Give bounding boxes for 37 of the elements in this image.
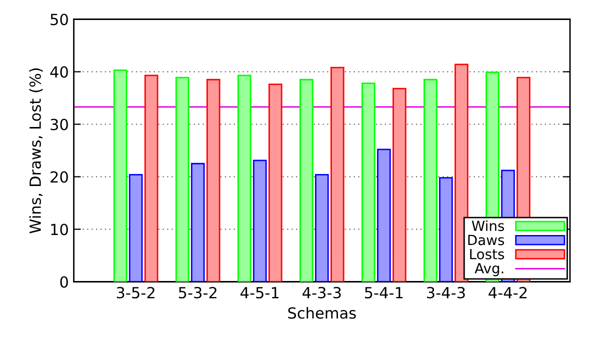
y-tick-label: 0 bbox=[60, 276, 68, 288]
bar bbox=[268, 84, 282, 282]
bar bbox=[315, 174, 329, 282]
x-axis-title: Schemas bbox=[288, 306, 356, 319]
bar bbox=[144, 74, 158, 282]
x-tick-label: 5-3-2 bbox=[178, 286, 216, 298]
bar bbox=[128, 174, 143, 282]
y-tick-label: 50 bbox=[50, 14, 68, 26]
bar bbox=[392, 88, 406, 282]
y-tick-label: 10 bbox=[51, 224, 68, 236]
x-tick-label: 3-4-3 bbox=[427, 286, 465, 298]
legend-label: Daws bbox=[468, 234, 504, 246]
bar bbox=[237, 74, 252, 282]
bar bbox=[330, 66, 344, 282]
bar bbox=[362, 82, 376, 282]
bar bbox=[299, 78, 314, 282]
bar bbox=[175, 76, 190, 282]
bar bbox=[113, 69, 128, 282]
x-tick-label: 4-5-1 bbox=[240, 287, 279, 298]
x-tick-label: 4-4-2 bbox=[488, 286, 527, 298]
bar bbox=[439, 177, 453, 282]
x-tick-label: 3-5-2 bbox=[116, 286, 154, 298]
bar bbox=[206, 78, 220, 282]
bar bbox=[424, 78, 438, 282]
y-tick-label: 40 bbox=[50, 66, 68, 78]
y-axis-title: Wins, Draws, Lost (%) bbox=[29, 68, 43, 234]
y-tick-label: 30 bbox=[50, 118, 68, 130]
legend-label: Losts bbox=[470, 249, 504, 260]
bar bbox=[377, 148, 391, 282]
bar bbox=[454, 64, 468, 282]
legend-label: Avg. bbox=[474, 263, 504, 276]
bar bbox=[252, 160, 267, 282]
legend-label: Wins bbox=[472, 220, 504, 232]
x-tick-label: 5-4-1 bbox=[365, 287, 403, 298]
x-tick-label: 4-3-3 bbox=[302, 286, 341, 298]
bar bbox=[190, 162, 205, 282]
y-tick-label: 20 bbox=[50, 171, 68, 183]
